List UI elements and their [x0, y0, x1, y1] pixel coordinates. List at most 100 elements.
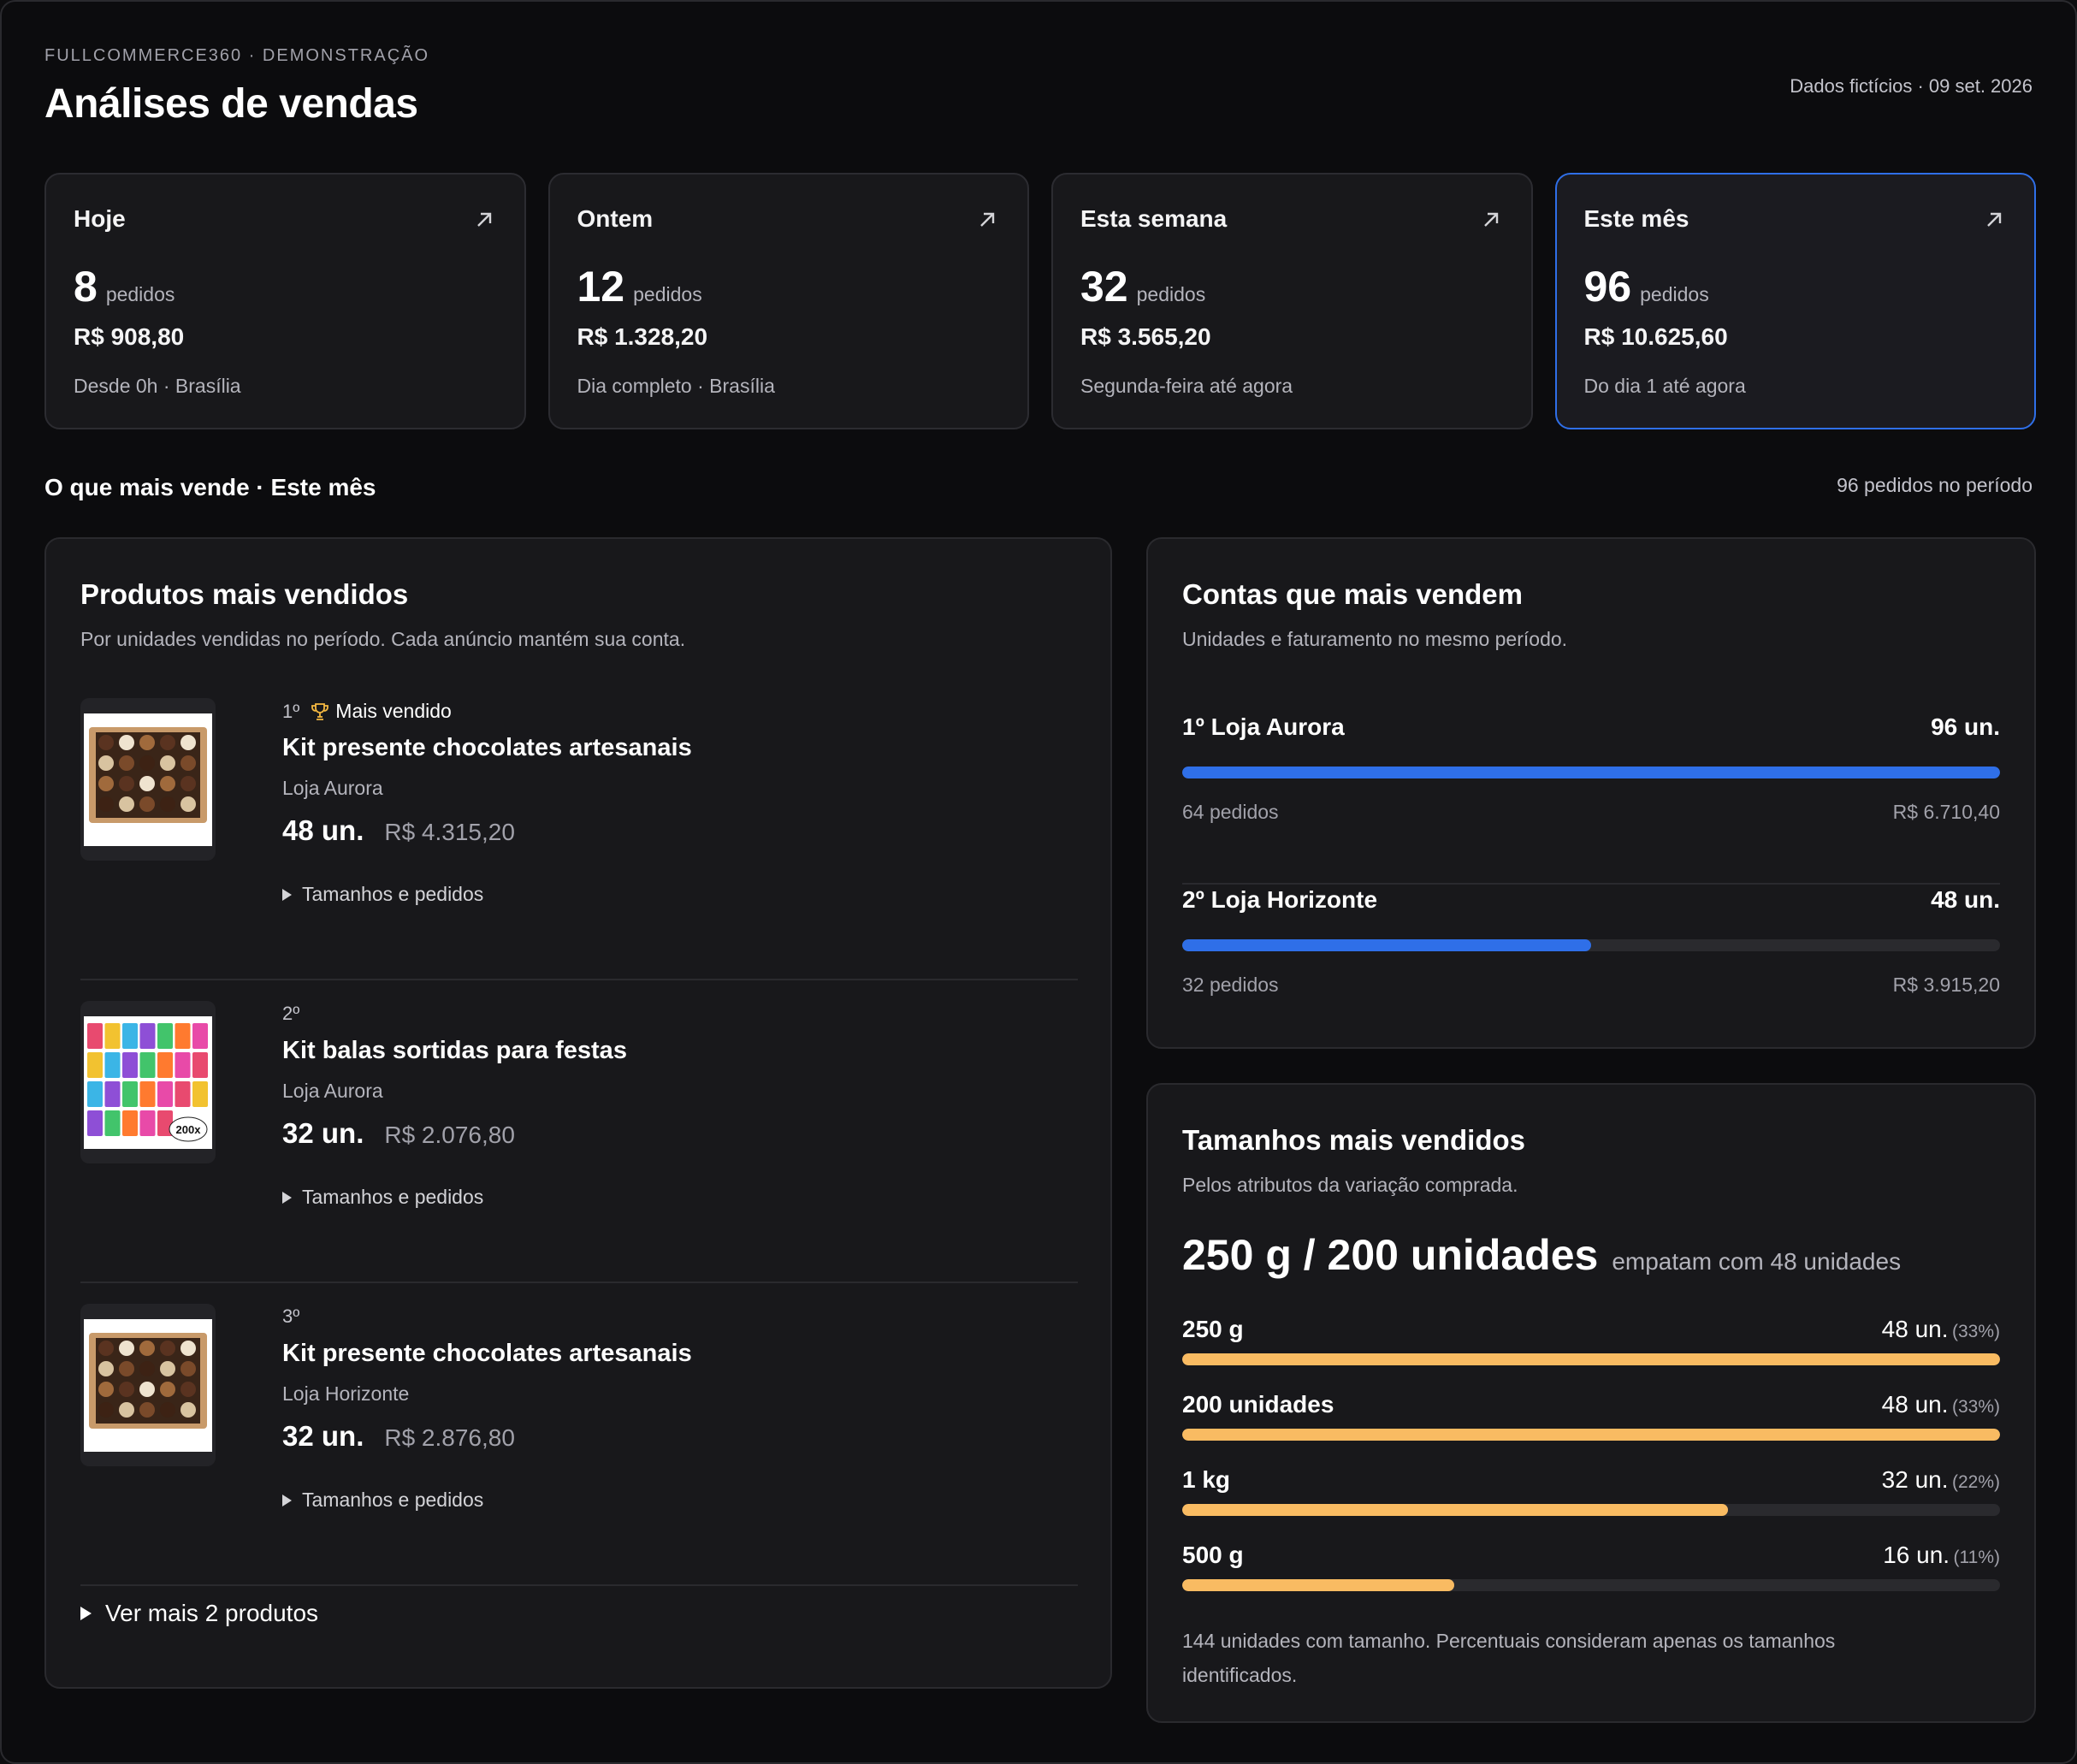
candy-pack	[139, 1023, 156, 1049]
chocolate-piece	[119, 755, 134, 771]
chocolate-piece	[119, 1402, 134, 1418]
product-thumbnail[interactable]: 200x	[80, 1001, 216, 1163]
chocolate-piece	[180, 1382, 196, 1397]
period-count-unit: pedidos	[1640, 283, 1709, 305]
size-percent: (11%)	[1953, 1548, 2000, 1567]
period-card-today[interactable]: Hoje 8 pedidos R$ 908,80 Desde 0h · Bras…	[44, 173, 526, 429]
see-more-products-button[interactable]: Ver mais 2 produtos	[80, 1600, 318, 1627]
chocolate-piece	[139, 776, 155, 791]
chocolate-piece	[98, 776, 114, 791]
candy-pack	[139, 1081, 156, 1107]
account-bar-track	[1182, 767, 2000, 778]
candy-kit-image: 200x	[87, 1023, 208, 1142]
chocolate-piece	[98, 1361, 114, 1376]
see-more-label: Ver mais 2 produtos	[105, 1600, 319, 1626]
account-row: 1º Loja Aurora 96 un. 64 pedidos R$ 6.71…	[1182, 713, 2000, 885]
product-item: 1º Mais vendido Kit presente chocolates …	[80, 698, 1078, 980]
arrow-up-right-icon	[1987, 212, 2002, 227]
account-name: 2º Loja Horizonte	[1182, 886, 1378, 913]
sizes-footnote: 144 unidades com tamanho. Percentuais co…	[1182, 1630, 1836, 1686]
chocolate-piece	[160, 776, 175, 791]
top-sizes-panel: Tamanhos mais vendidos Pelos atributos d…	[1146, 1083, 2036, 1723]
sizes-orders-toggle[interactable]: Tamanhos e pedidos	[282, 1186, 483, 1209]
period-revenue: R$ 908,80	[74, 323, 185, 350]
period-count-unit: pedidos	[1136, 283, 1206, 305]
chocolate-piece	[98, 735, 114, 750]
account-units: 48 un.	[1931, 886, 2000, 913]
candy-pack	[157, 1023, 173, 1049]
chocolate-piece	[139, 1382, 155, 1397]
candy-pack	[122, 1081, 138, 1107]
product-rank: 3º	[282, 1305, 300, 1327]
sizes-orders-toggle[interactable]: Tamanhos e pedidos	[282, 883, 483, 906]
size-bar-fill	[1182, 1504, 1728, 1516]
period-count-unit: pedidos	[633, 283, 702, 305]
leading-size: 250 g / 200 unidades empatam com 48 unid…	[1182, 1230, 1901, 1280]
period-note: Segunda-feira até agora	[1080, 375, 1293, 397]
product-store: Loja Aurora	[282, 777, 383, 799]
period-name: Ontem	[577, 205, 654, 232]
product-name: Kit presente chocolates artesanais	[282, 1340, 692, 1367]
account-units: 96 un.	[1931, 713, 2000, 740]
leading-size-label: 250 g / 200 unidades	[1182, 1231, 1599, 1279]
period-revenue: R$ 1.328,20	[577, 323, 708, 350]
size-row: 500 g 16 un. (11%)	[1182, 1542, 2000, 1593]
caret-right-icon	[282, 1494, 292, 1507]
product-revenue: R$ 2.076,80	[384, 1122, 515, 1148]
app-eyebrow: FULLCOMMERCE360 · DEMONSTRAÇÃO	[44, 46, 430, 65]
product-thumbnail[interactable]	[80, 1304, 216, 1466]
best-seller-badge: Mais vendido	[310, 700, 452, 723]
product-item: 200x 2º Kit balas sortidas para festas L…	[80, 1001, 1078, 1283]
product-name: Kit presente chocolates artesanais	[282, 734, 692, 761]
size-units: 16 un.	[1883, 1542, 1950, 1568]
trophy-icon	[311, 702, 329, 720]
period-name: Hoje	[74, 205, 126, 232]
size-units: 32 un.	[1881, 1466, 1949, 1493]
leading-size-note: empatam com 48 unidades	[1612, 1248, 1902, 1275]
size-label: 250 g	[1182, 1316, 1244, 1342]
period-note: Desde 0h · Brasília	[74, 375, 241, 397]
candy-pack	[139, 1110, 156, 1136]
candy-pack	[104, 1081, 121, 1107]
product-thumbnail[interactable]	[80, 698, 216, 861]
size-label: 500 g	[1182, 1542, 1244, 1568]
period-revenue: R$ 3.565,20	[1080, 323, 1211, 350]
account-bar-fill	[1182, 767, 2000, 778]
size-label: 200 unidades	[1182, 1391, 1334, 1418]
chocolate-piece	[160, 1382, 175, 1397]
chocolate-piece	[119, 1361, 134, 1376]
panel-subtitle: Por unidades vendidas no período. Cada a…	[80, 628, 686, 650]
product-units: 48 un.	[282, 814, 364, 846]
section-order-total: 96 pedidos no período	[1837, 474, 2033, 496]
chocolate-piece	[160, 796, 175, 812]
candy-pack	[139, 1052, 156, 1078]
toggle-label: Tamanhos e pedidos	[302, 1489, 484, 1511]
toggle-label: Tamanhos e pedidos	[302, 1186, 484, 1208]
product-name: Kit balas sortidas para festas	[282, 1037, 627, 1064]
candy-pack	[87, 1023, 103, 1049]
period-order-count: 8	[74, 263, 98, 311]
chocolate-piece	[180, 1361, 196, 1376]
chocolate-piece	[160, 1361, 175, 1376]
size-bar-fill	[1182, 1353, 2000, 1365]
period-card-yesterday[interactable]: Ontem 12 pedidos R$ 1.328,20 Dia complet…	[547, 173, 1029, 429]
chocolate-piece	[98, 755, 114, 771]
chocolate-piece	[139, 1341, 155, 1356]
chocolate-piece	[119, 1382, 134, 1397]
chocolate-piece	[119, 1341, 134, 1356]
sizes-orders-toggle[interactable]: Tamanhos e pedidos	[282, 1489, 483, 1512]
period-note: Do dia 1 até agora	[1583, 375, 1746, 397]
candy-pack	[104, 1110, 121, 1136]
size-bar-fill	[1182, 1579, 1455, 1591]
product-revenue: R$ 2.876,80	[384, 1424, 515, 1451]
size-bar-fill	[1182, 1429, 2000, 1441]
product-store: Loja Horizonte	[282, 1382, 410, 1405]
chocolate-piece	[98, 1402, 114, 1418]
chocolate-piece	[119, 776, 134, 791]
account-revenue: R$ 6.710,40	[1892, 801, 2000, 823]
product-units: 32 un.	[282, 1117, 364, 1149]
size-bar-track	[1182, 1579, 2000, 1591]
period-card-this-week[interactable]: Esta semana 32 pedidos R$ 3.565,20 Segun…	[1051, 173, 1533, 429]
period-card-this-month[interactable]: Este mês 96 pedidos R$ 10.625,60 Do dia …	[1554, 173, 2036, 429]
